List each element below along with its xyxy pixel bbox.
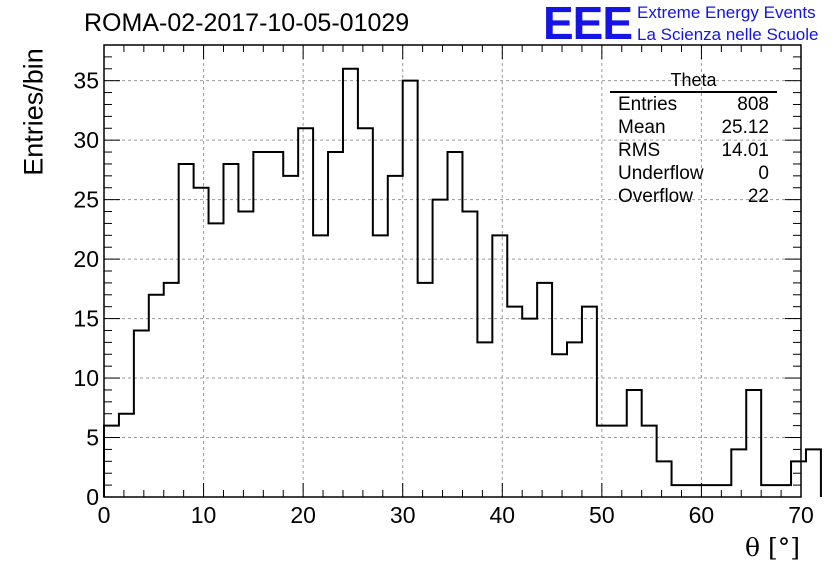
histogram-bin [119,414,134,497]
histogram-bin [134,330,149,497]
histogram-bin [418,283,433,497]
stats-value: 22 [747,186,769,207]
stats-row-rms: RMS 14.01 [610,139,777,162]
y-tick-label: 5 [86,425,99,451]
histogram-bin [746,390,761,497]
y-tick-label: 0 [86,484,99,510]
histogram-bin [507,307,522,497]
histogram-bin [791,461,806,497]
y-tick-label: 20 [73,246,99,272]
histogram-outline [103,67,822,497]
histogram-bin [164,283,179,497]
histogram-bin [552,354,567,497]
histogram-bin [268,152,283,497]
histogram-bin [358,128,373,497]
histogram-bin [313,235,328,497]
histogram-bin [731,449,746,497]
histogram-bin [716,485,731,497]
histogram-bin [373,235,388,497]
x-axis-title: θ [°] [744,533,800,562]
histogram-bin [403,81,418,497]
stats-value: 25.12 [721,117,769,138]
histogram-bin [253,152,268,497]
histogram-bin [492,235,507,497]
histogram-bin [761,485,776,497]
histogram-bin [462,212,477,497]
histogram-bin [522,319,537,497]
histogram-bin [612,426,627,497]
histogram-bin [657,461,672,497]
histogram-bin [776,485,791,497]
histogram-bin [672,485,687,497]
histogram-bin [283,176,298,497]
x-tick-label: 60 [689,502,715,528]
stats-label: Mean [618,117,666,138]
x-tick-label: 50 [589,502,615,528]
stats-label: Entries [618,94,678,115]
stats-box-title: Theta [670,70,717,90]
histogram-bin [433,200,448,497]
histogram-bin [582,307,597,497]
histogram-bin [209,223,224,497]
stats-row-mean: Mean 25.12 [610,116,777,139]
histogram-bin [701,485,716,497]
stats-label: Overflow [618,186,693,207]
histogram-bin [448,152,463,497]
x-tick-label: 30 [390,502,416,528]
histogram-bin [806,449,821,497]
histogram-bin [597,426,612,497]
stats-value: 14.01 [721,140,769,161]
histogram-bin [149,295,164,497]
x-tick-label: 70 [788,502,814,528]
histogram-bin [298,128,313,497]
y-tick-label: 25 [73,187,99,213]
histogram-bin [194,188,209,497]
stats-row-entries: Entries 808 [610,93,777,116]
histogram-bin [537,283,552,497]
histogram-bin [477,342,492,497]
x-tick-label: 10 [191,502,217,528]
histogram-bin [627,390,642,497]
y-tick-label: 35 [73,68,99,94]
histogram-bin [567,342,582,497]
y-tick-label: 30 [73,127,99,153]
histogram-bin [388,176,403,497]
y-tick-label: 15 [73,306,99,332]
stats-box-divider [610,91,777,93]
x-tick-label: 40 [489,502,515,528]
histogram-bin [223,164,238,497]
y-axis-title: Entries/bin [18,48,49,176]
chart-title: ROMA-02-2017-10-05-01029 [84,9,410,37]
histogram-bin [328,152,343,497]
histogram-bin [179,164,194,497]
eee-logo-line-1: Extreme Energy Events [637,3,816,22]
histogram-bin [686,485,701,497]
stats-box: Theta Entries 808 Mean 25.12 RMS 14.01 U… [610,70,777,208]
stats-value: 0 [758,163,769,184]
x-tick-label: 20 [290,502,316,528]
histogram-bin [642,426,657,497]
stats-value: 808 [737,94,769,115]
eee-logo-line-2: La Scienza nelle Scuole [637,25,819,44]
stats-label: RMS [618,140,661,161]
histogram-bin [343,69,358,497]
stats-row-overflow: Overflow 22 [610,185,777,208]
y-tick-label: 10 [73,365,99,391]
stats-row-underflow: Underflow 0 [610,162,777,185]
eee-logo: EEE [543,0,633,49]
stats-label: Underflow [618,163,704,184]
x-tick-label: 0 [98,502,111,528]
histogram-bin [238,212,253,497]
